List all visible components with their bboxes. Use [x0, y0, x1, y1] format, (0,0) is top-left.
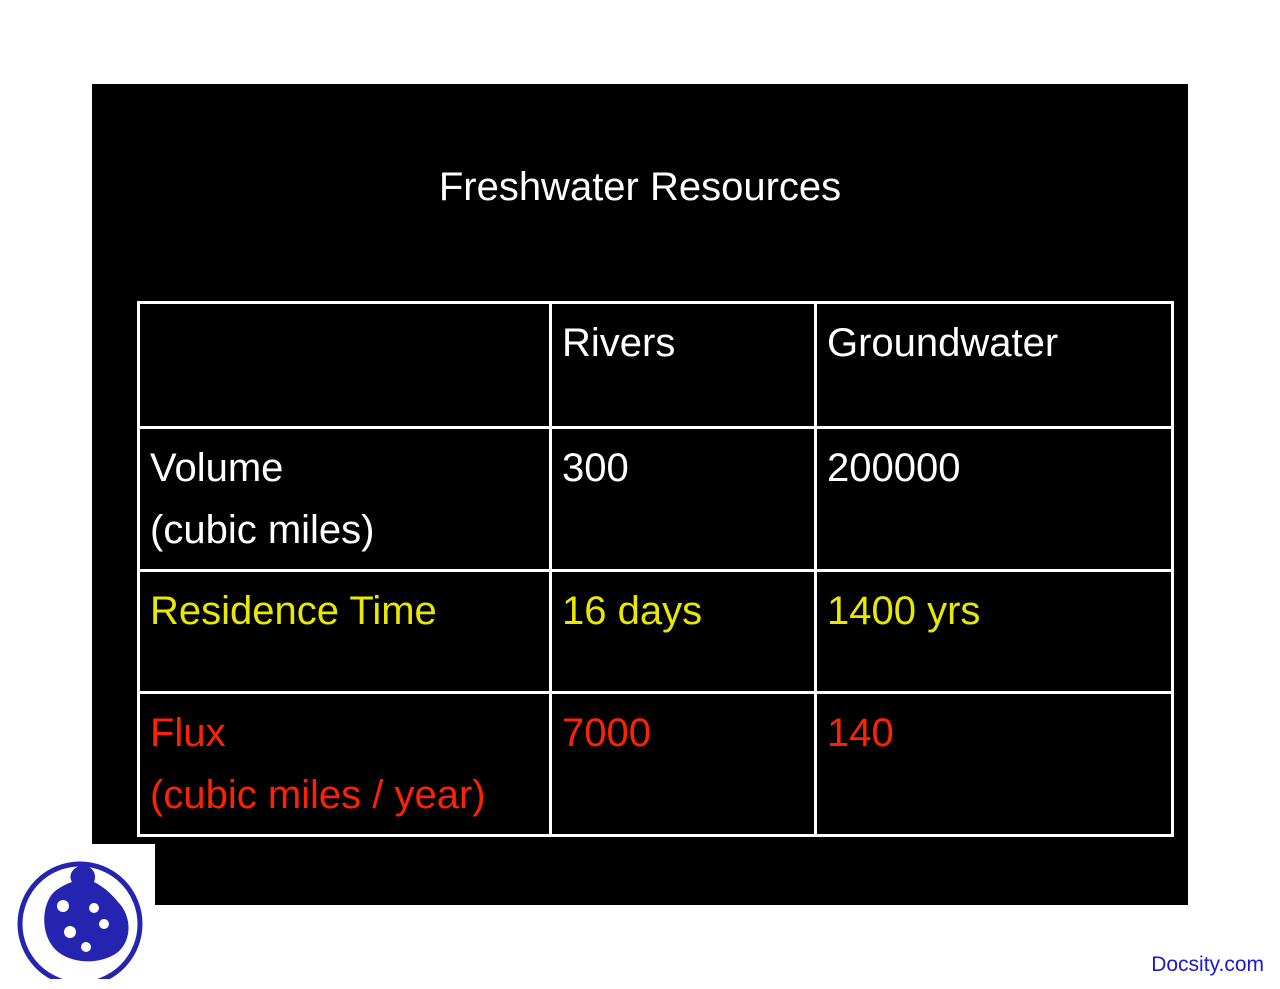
- cell-residence-rivers: 16 days: [549, 569, 817, 694]
- cell-residence-groundwater: 1400 yrs: [814, 569, 1174, 694]
- docsity-brand-link[interactable]: Docsity.com: [1151, 953, 1264, 976]
- table-header-row: Rivers Groundwater: [137, 301, 1174, 429]
- row-label-flux-line-1: Flux: [150, 711, 226, 755]
- freshwater-table: Rivers Groundwater Volume (cubic miles) …: [137, 301, 1174, 837]
- row-label-flux-line-2: (cubic miles / year): [150, 773, 486, 817]
- row-label-volume-line-1: Volume: [150, 446, 284, 490]
- row-label-flux: Flux (cubic miles / year): [137, 691, 552, 837]
- header-cell-groundwater: Groundwater: [814, 301, 1174, 429]
- table-row-residence-time: Residence Time 16 days 1400 yrs: [137, 569, 1174, 694]
- header-cell-empty: [137, 301, 552, 429]
- header-cell-rivers: Rivers: [549, 301, 817, 429]
- row-label-volume-line-2: (cubic miles): [150, 508, 375, 552]
- slide-title: Freshwater Resources: [438, 165, 842, 209]
- cell-flux-rivers: 7000: [549, 691, 817, 837]
- cell-flux-groundwater: 140: [814, 691, 1174, 837]
- table-row-flux: Flux (cubic miles / year) 7000 140: [137, 691, 1174, 837]
- table-row-volume: Volume (cubic miles) 300 200000: [137, 426, 1174, 572]
- slide: Freshwater Resources Rivers Groundwater …: [92, 84, 1188, 905]
- row-label-volume: Volume (cubic miles): [137, 426, 552, 572]
- docsity-ladybug-logo-icon: [14, 844, 155, 987]
- cell-volume-groundwater: 200000: [814, 426, 1174, 572]
- row-label-residence-time: Residence Time: [137, 569, 552, 694]
- cell-volume-rivers: 300: [549, 426, 817, 572]
